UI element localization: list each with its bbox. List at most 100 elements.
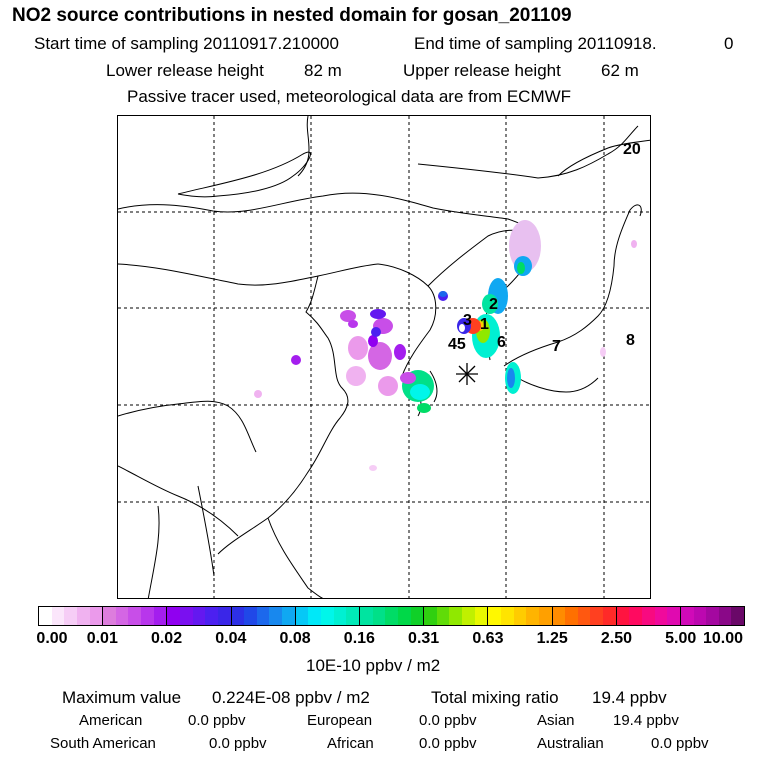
region-name-european: European (307, 712, 373, 729)
colorbar-cell (141, 607, 154, 625)
colorbar-cell (731, 607, 745, 625)
colorbar-cell (538, 607, 552, 625)
colorbar-cell (244, 607, 257, 625)
colorbar-cell (333, 607, 347, 625)
colorbar-segment (424, 607, 489, 625)
start-time-label: Start time of sampling 20110917.210000 (34, 34, 339, 53)
colorbar-cell (385, 607, 398, 625)
region-label-45: 45 (448, 336, 466, 353)
total-mixing-value: 19.4 ppbv (592, 688, 667, 707)
colorbar-cell (526, 607, 539, 625)
plot-title: NO2 source contributions in nested domai… (12, 5, 572, 26)
colorbar-segment (167, 607, 232, 625)
max-value-label: Maximum value (62, 688, 182, 707)
colorbar-tick-label: 0.00 (36, 630, 68, 647)
region-value-african: 0.0 ppbv (419, 735, 477, 752)
region-name-asian: Asian (537, 712, 575, 729)
colorbar-cell (513, 607, 527, 625)
region-value-european: 0.0 ppbv (419, 712, 477, 729)
colorbar-cell (153, 607, 167, 625)
upper-height-value: 62 m (601, 61, 639, 80)
colorbar-cell (693, 607, 707, 625)
map-canvas (118, 116, 650, 598)
colorbar-cell (205, 607, 218, 625)
colorbar-cell (231, 607, 245, 625)
colorbar-cell (565, 607, 578, 625)
colorbar-cell (359, 607, 373, 625)
colorbar-cell (76, 607, 90, 625)
colorbar-tick-label: 0.02 (150, 630, 183, 647)
colorbar-cell (629, 607, 642, 625)
lat-lon-grid (118, 116, 650, 598)
lower-height-value: 82 m (304, 61, 342, 80)
upper-height-label: Upper release height (403, 61, 561, 80)
end-time-value: 0 (724, 34, 734, 53)
colorbar-cell (654, 607, 668, 625)
colorbar-tick-label: 0.08 (279, 630, 311, 647)
colorbar-cell (424, 607, 437, 625)
region-name-south-american: South American (50, 735, 156, 752)
colorbar-unit: 10E-10 ppbv / m2 (306, 656, 441, 675)
colorbar (38, 606, 745, 626)
region-label-6: 6 (497, 334, 506, 351)
colorbar-tick-label: 0.01 (86, 630, 118, 647)
colorbar-cell (180, 607, 193, 625)
colorbar-cell (115, 607, 129, 625)
colorbar-tick-label: 10.00 (702, 630, 744, 647)
colorbar-cell (217, 607, 231, 625)
coastlines (118, 116, 650, 598)
colorbar-cell (667, 607, 680, 625)
colorbar-cell (500, 607, 514, 625)
colorbar-cell (308, 607, 322, 625)
colorbar-cell (256, 607, 270, 625)
colorbar-cell (269, 607, 283, 625)
colorbar-segment (295, 607, 360, 625)
region-value-australian: 0.0 ppbv (651, 735, 709, 752)
colorbar-segment (359, 607, 425, 625)
region-label-2: 2 (489, 296, 498, 313)
colorbar-cell (192, 607, 206, 625)
colorbar-cell (295, 607, 309, 625)
total-mixing-label: Total mixing ratio (431, 688, 559, 707)
colorbar-cell (89, 607, 103, 625)
colorbar-cell (321, 607, 334, 625)
colorbar-cell (282, 607, 295, 625)
colorbar-cell (603, 607, 616, 625)
colorbar-cell (346, 607, 359, 625)
colorbar-cell (552, 607, 566, 625)
region-label-1: 1 (480, 316, 489, 333)
colorbar-cell (590, 607, 604, 625)
colorbar-cell (641, 607, 655, 625)
end-time-label: End time of sampling 20110918. (414, 34, 657, 53)
region-name-african: African (327, 735, 374, 752)
colorbar-cell (577, 607, 591, 625)
colorbar-cell (103, 607, 116, 625)
colorbar-segment (552, 607, 617, 625)
colorbar-cell (706, 607, 719, 625)
colorbar-cell (488, 607, 501, 625)
tracer-note: Passive tracer used, meteorological data… (127, 87, 572, 106)
no2-plumes (254, 220, 637, 471)
receptor-marker (456, 363, 478, 385)
colorbar-cell (680, 607, 694, 625)
colorbar-cell (436, 607, 450, 625)
colorbar-cell (718, 607, 732, 625)
colorbar-cell (462, 607, 475, 625)
colorbar-tick-label: 1.25 (536, 630, 568, 647)
colorbar-tick-label: 2.50 (600, 630, 633, 647)
colorbar-cell (449, 607, 463, 625)
colorbar-segment (103, 607, 168, 625)
region-value-asian: 19.4 ppbv (613, 712, 679, 729)
colorbar-tick-label: 5.00 (665, 630, 697, 647)
colorbar-tick-label: 0.63 (472, 630, 504, 647)
colorbar-segment (616, 607, 681, 625)
colorbar-segment (39, 607, 104, 625)
colorbar-cell (616, 607, 630, 625)
colorbar-cell (167, 607, 181, 625)
colorbar-segment (488, 607, 553, 625)
colorbar-cell (397, 607, 411, 625)
colorbar-cell (64, 607, 77, 625)
region-label-20: 20 (623, 141, 641, 158)
colorbar-segment (680, 607, 745, 625)
region-value-american: 0.0 ppbv (188, 712, 246, 729)
